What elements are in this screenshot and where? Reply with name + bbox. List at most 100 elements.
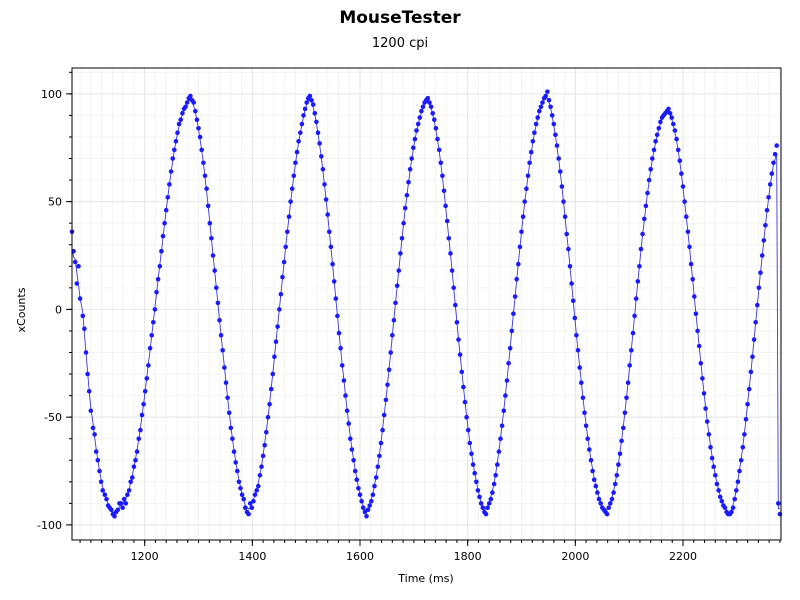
data-point [281, 259, 287, 265]
data-point [131, 464, 137, 470]
data-point [672, 128, 678, 133]
data-points [69, 89, 783, 519]
data-point [315, 130, 321, 135]
data-point [133, 458, 138, 463]
data-point [548, 104, 553, 110]
data-point [746, 386, 752, 392]
data-point [194, 117, 200, 122]
data-point [320, 167, 326, 172]
data-point [236, 479, 242, 485]
data-point [771, 160, 776, 166]
data-point [514, 276, 519, 282]
data-point [304, 100, 310, 105]
data-point [433, 126, 439, 131]
data-point [464, 414, 469, 420]
data-point [632, 313, 637, 319]
y-axis-label: xCounts [15, 287, 28, 332]
data-point [528, 149, 534, 155]
data-point [449, 268, 455, 273]
data-point [377, 453, 382, 459]
data-point [184, 100, 190, 105]
data-point [390, 333, 395, 338]
data-point [238, 486, 243, 491]
data-point [742, 432, 747, 437]
data-point [338, 345, 343, 351]
data-point [575, 348, 581, 353]
data-point [470, 462, 476, 467]
chart-subtitle: 1200 cpi [371, 36, 429, 51]
data-point [428, 104, 434, 110]
data-point [83, 350, 89, 355]
data-point [553, 132, 558, 138]
data-point [86, 389, 92, 394]
data-point [477, 494, 482, 500]
chart-title: MouseTester [339, 8, 461, 28]
data-point [638, 246, 644, 252]
data-point [130, 475, 135, 480]
data-point [546, 98, 552, 103]
data-point [651, 147, 657, 153]
data-point [700, 376, 705, 381]
data-point [247, 501, 253, 506]
data-point [630, 330, 636, 336]
data-point [717, 494, 723, 500]
data-point [711, 464, 716, 470]
data-point [693, 311, 699, 317]
data-point [654, 132, 660, 138]
data-point [451, 285, 457, 291]
data-point [703, 406, 708, 411]
data-point [774, 143, 779, 148]
fit-curve [71, 97, 780, 513]
data-point [559, 184, 565, 189]
data-point [286, 214, 292, 219]
data-point [231, 449, 237, 454]
data-point [719, 498, 725, 504]
data-point [100, 488, 105, 493]
data-point [533, 121, 539, 127]
data-point [682, 199, 687, 204]
data-point [167, 182, 172, 187]
data-point [637, 264, 642, 269]
data-point [677, 158, 683, 163]
data-point [273, 339, 279, 345]
data-point [579, 380, 584, 386]
data-point [687, 244, 692, 250]
data-point [272, 354, 277, 360]
data-point [74, 281, 80, 286]
data-point [501, 408, 507, 414]
data-point [732, 496, 737, 502]
data-point [349, 447, 355, 452]
data-point [138, 427, 143, 433]
data-point [341, 378, 347, 383]
data-point [538, 104, 544, 110]
data-point [283, 244, 289, 250]
data-point [446, 236, 452, 241]
data-point [134, 449, 140, 454]
data-point [162, 220, 167, 226]
data-point [619, 438, 624, 444]
data-point [763, 223, 768, 228]
data-point [650, 156, 655, 161]
data-point [386, 367, 392, 373]
data-point [585, 436, 590, 442]
data-point [222, 365, 227, 370]
data-point [280, 274, 285, 280]
data-point [596, 496, 602, 502]
data-point [252, 492, 258, 498]
y-tick-label: 100 [41, 88, 62, 101]
data-point [761, 238, 767, 243]
data-point [293, 160, 298, 166]
data-point [170, 156, 175, 161]
data-point [684, 214, 689, 219]
data-point [259, 464, 264, 470]
data-point [530, 139, 536, 144]
data-point [288, 199, 293, 204]
data-point [264, 429, 269, 435]
data-point [230, 436, 235, 442]
data-point [357, 492, 363, 498]
data-point [564, 231, 569, 237]
y-tick-label: 0 [55, 303, 62, 316]
data-point [333, 296, 339, 301]
data-point [180, 111, 185, 116]
data-point [226, 410, 232, 416]
